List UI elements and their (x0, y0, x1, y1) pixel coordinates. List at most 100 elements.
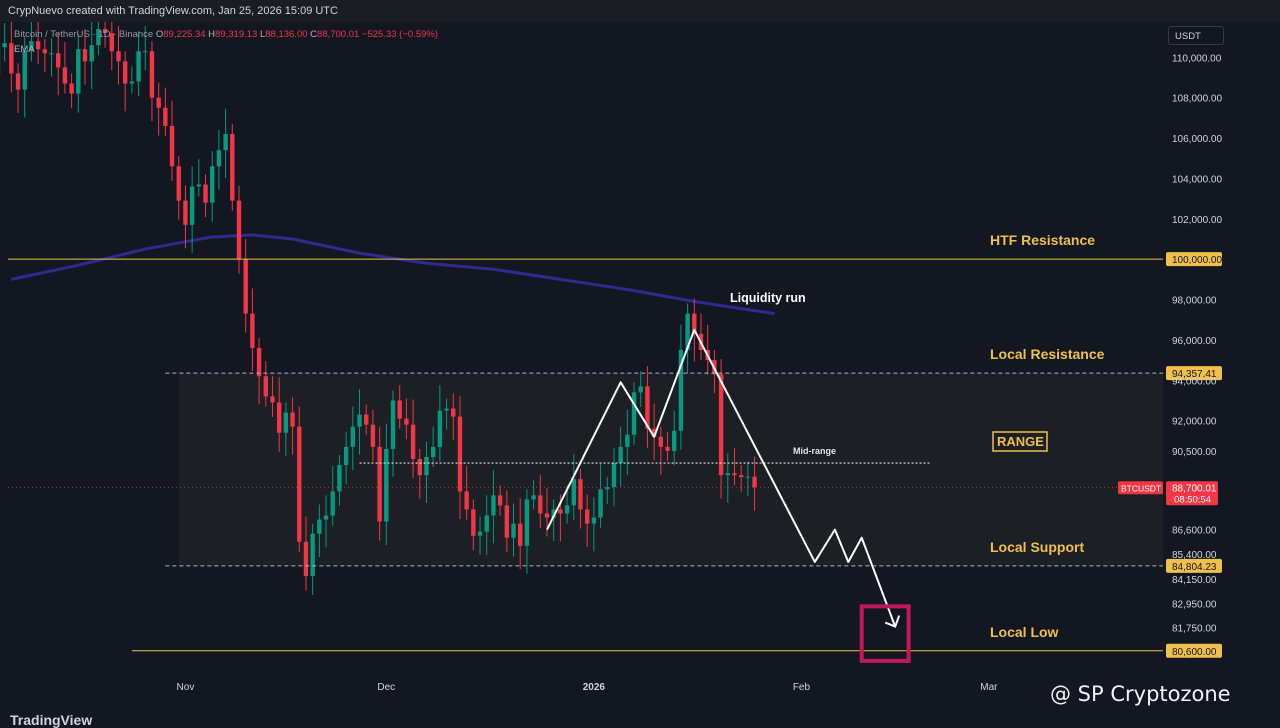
candle-body (639, 386, 643, 392)
candle (250, 288, 254, 371)
candle-body (578, 479, 582, 509)
candle-body (364, 415, 368, 425)
candle (685, 304, 689, 374)
candle-body (572, 479, 576, 505)
currency-button[interactable]: USDT (1168, 26, 1224, 45)
high-value: 89,319.13 (215, 29, 257, 40)
chart-title: CrypNuevo created with TradingView.com, … (8, 5, 338, 17)
y-tick-label: 81,750.00 (1172, 624, 1217, 635)
candle-body (170, 126, 174, 166)
candle-body (424, 457, 428, 475)
level-label-1: Local Resistance (990, 346, 1105, 362)
symbol-legend[interactable]: Bitcoin / TetherUS · 1D · Binance O89,22… (14, 29, 438, 40)
candle (63, 42, 67, 93)
candle-body (612, 463, 616, 487)
price-tag-label-3: 80,600.00 (1172, 647, 1217, 658)
range-label: RANGE (997, 434, 1044, 449)
candle-body (538, 495, 542, 513)
candle (163, 88, 167, 136)
candle (230, 124, 234, 211)
tradingview-logo: TradingView (10, 712, 92, 728)
candle-body (23, 51, 27, 89)
candle-body (69, 84, 73, 94)
y-tick-label: 106,000.00 (1172, 134, 1222, 145)
candle-body (384, 449, 388, 522)
level-label-0: HTF Resistance (990, 232, 1095, 248)
candle-body (197, 184, 201, 186)
candle-body (217, 150, 221, 166)
y-tick-label: 110,000.00 (1172, 53, 1222, 64)
x-tick-label: Feb (793, 682, 811, 693)
candle (223, 109, 227, 178)
candle-body (659, 437, 663, 447)
candle-body (210, 166, 214, 202)
candle-body (491, 495, 495, 515)
candle-body (404, 419, 408, 425)
candle (203, 174, 207, 217)
candle (29, 21, 33, 61)
candle-body (592, 518, 596, 524)
candle (49, 38, 53, 77)
candle-body (411, 425, 415, 459)
y-tick-label: 92,000.00 (1172, 417, 1217, 428)
x-tick-label: Dec (377, 682, 395, 693)
y-tick-label: 90,500.00 (1172, 447, 1217, 458)
candle-body (632, 392, 636, 434)
candle-body (163, 108, 167, 126)
y-tick-label: 84,150.00 (1172, 575, 1217, 586)
candle (56, 33, 60, 95)
candle-body (56, 53, 60, 67)
y-tick-label: 102,000.00 (1172, 215, 1222, 226)
candle-body (9, 43, 13, 73)
candle-body (250, 314, 254, 348)
candle-body (351, 427, 355, 447)
candle (297, 407, 301, 552)
candle-body (270, 396, 274, 402)
candle (243, 239, 247, 333)
y-tick-label: 104,000.00 (1172, 174, 1222, 185)
candle-body (297, 427, 301, 542)
candle (69, 73, 73, 108)
symbol-name[interactable]: Bitcoin / TetherUS · 1D · Binance (14, 29, 153, 40)
candle (123, 51, 127, 111)
range-label-box: RANGE (993, 432, 1047, 451)
candle-body (177, 166, 181, 200)
candle-body (458, 417, 462, 492)
candle-body (136, 51, 140, 81)
close-value: 88,700.01 (317, 29, 359, 40)
candle-body (76, 49, 80, 93)
candle-body (545, 514, 549, 518)
candle-body (83, 49, 87, 61)
candle-body (230, 134, 234, 201)
candle-body (357, 415, 361, 427)
candle-body (237, 201, 241, 260)
candle-body (726, 473, 730, 475)
candle-body (525, 499, 529, 545)
candle-body (116, 51, 120, 61)
mid-range-label: Mid-range (793, 446, 836, 456)
candle (43, 39, 47, 72)
candle-body (618, 447, 622, 463)
candle-body (732, 473, 736, 475)
indicator-legend[interactable]: EMA (14, 44, 35, 55)
candle-body (2, 43, 6, 47)
candle-body (143, 51, 147, 52)
candle-body (190, 186, 194, 224)
candle (150, 41, 154, 121)
title-bar: CrypNuevo created with TradingView.com, … (0, 0, 1280, 22)
candle-body (498, 495, 502, 505)
candle-body (43, 49, 47, 53)
candle-body (746, 477, 750, 478)
candle-body (471, 509, 475, 535)
y-tick-label: 85,400.00 (1172, 550, 1217, 561)
candle-body (304, 542, 308, 576)
ema-line (11, 235, 774, 314)
change-value: −525.33 (−0.59%) (362, 29, 438, 40)
candle-body (331, 491, 335, 515)
watermark: @ SP Cryptozone (1050, 682, 1231, 706)
candle (217, 130, 221, 190)
candle (183, 185, 187, 248)
candle-body (672, 431, 676, 451)
